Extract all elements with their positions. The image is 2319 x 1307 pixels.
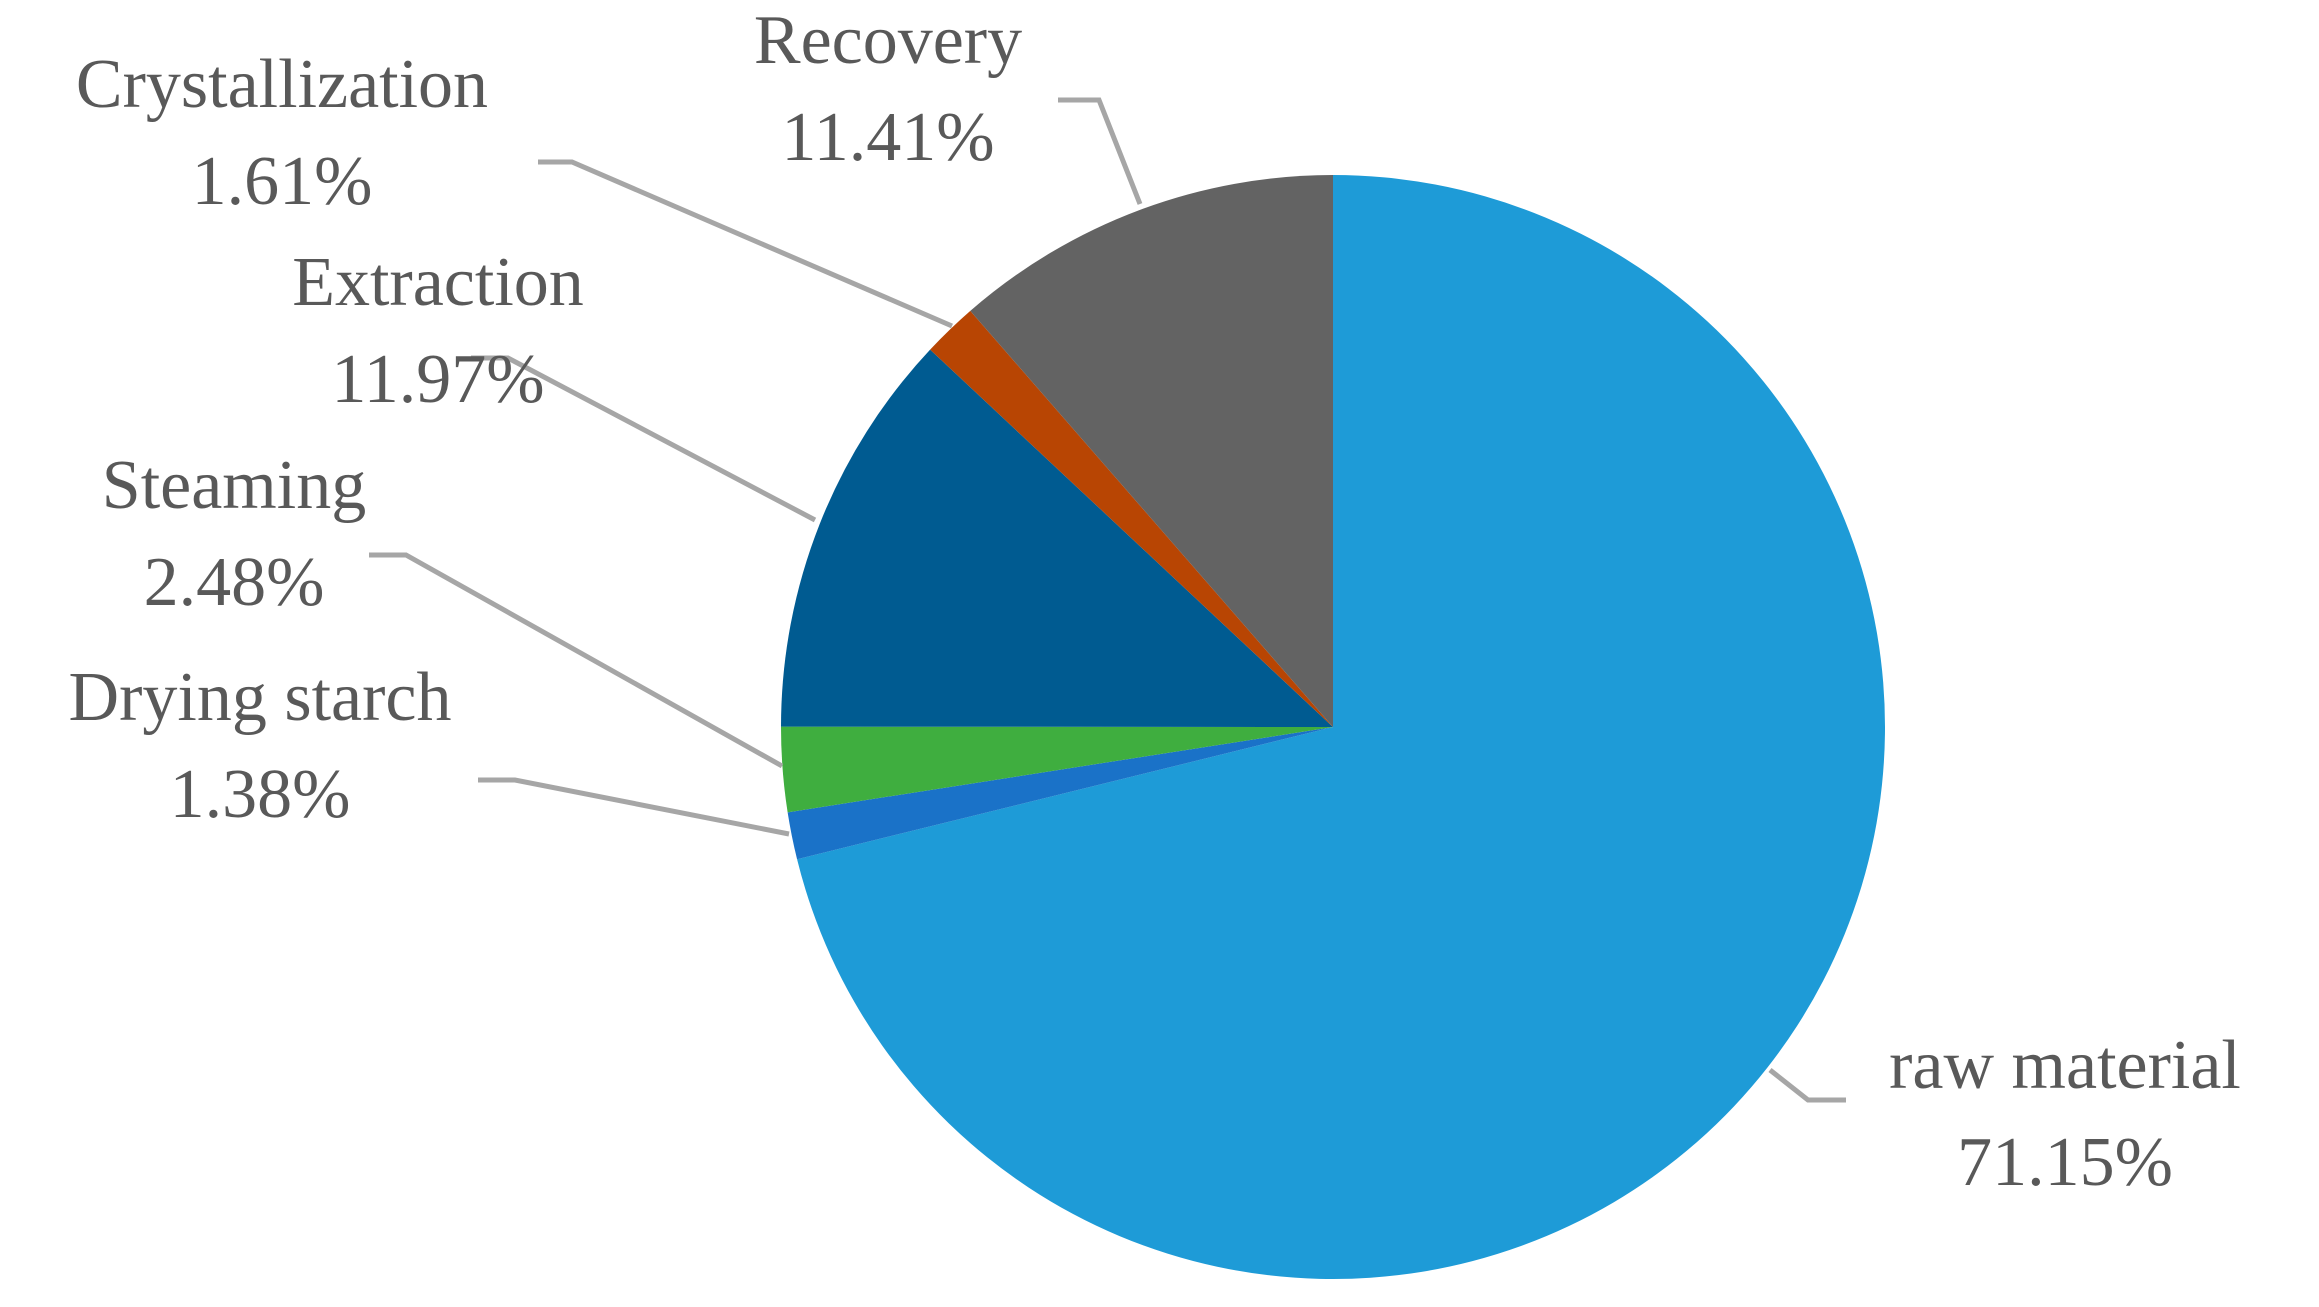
category-label-crystallization: Crystallization bbox=[76, 46, 488, 123]
category-label-steaming: Steaming bbox=[102, 447, 366, 524]
percent-label-extraction: 11.97% bbox=[331, 341, 544, 418]
pie-slice-raw-material bbox=[797, 175, 1886, 1279]
pie-slice-drying-starch bbox=[787, 727, 1333, 860]
leader-line-drying-starch bbox=[478, 777, 790, 837]
leader-line-recovery bbox=[1058, 97, 1143, 205]
leader-line-steaming bbox=[369, 552, 784, 769]
leader-lines bbox=[369, 97, 1846, 1103]
category-label-recovery: Recovery bbox=[754, 2, 1022, 79]
category-label-extraction: Extraction bbox=[292, 244, 584, 321]
pie-slice-steaming bbox=[781, 726, 1333, 813]
category-label-drying-starch: Drying starch bbox=[69, 659, 452, 736]
leader-line-raw-material bbox=[1768, 1068, 1846, 1103]
category-label-raw-material: raw material bbox=[1889, 1027, 2241, 1104]
percent-label-steaming: 2.48% bbox=[144, 544, 325, 621]
percent-label-recovery: 11.41% bbox=[781, 99, 994, 176]
percent-label-crystallization: 1.61% bbox=[192, 143, 373, 220]
pie-slice-crystallization bbox=[930, 310, 1333, 727]
pie-slice-extraction bbox=[781, 349, 1333, 727]
data-labels: raw material 71.15% Drying starch 1.38% Stea… bbox=[69, 2, 2241, 1201]
pie-slices bbox=[781, 175, 1886, 1279]
pie-slice-recovery bbox=[970, 175, 1333, 727]
leader-line-crystallization bbox=[538, 159, 953, 329]
leader-line-extraction bbox=[471, 355, 817, 523]
percent-label-drying-starch: 1.38% bbox=[170, 756, 351, 833]
percent-label-raw-material: 71.15% bbox=[1957, 1124, 2173, 1201]
